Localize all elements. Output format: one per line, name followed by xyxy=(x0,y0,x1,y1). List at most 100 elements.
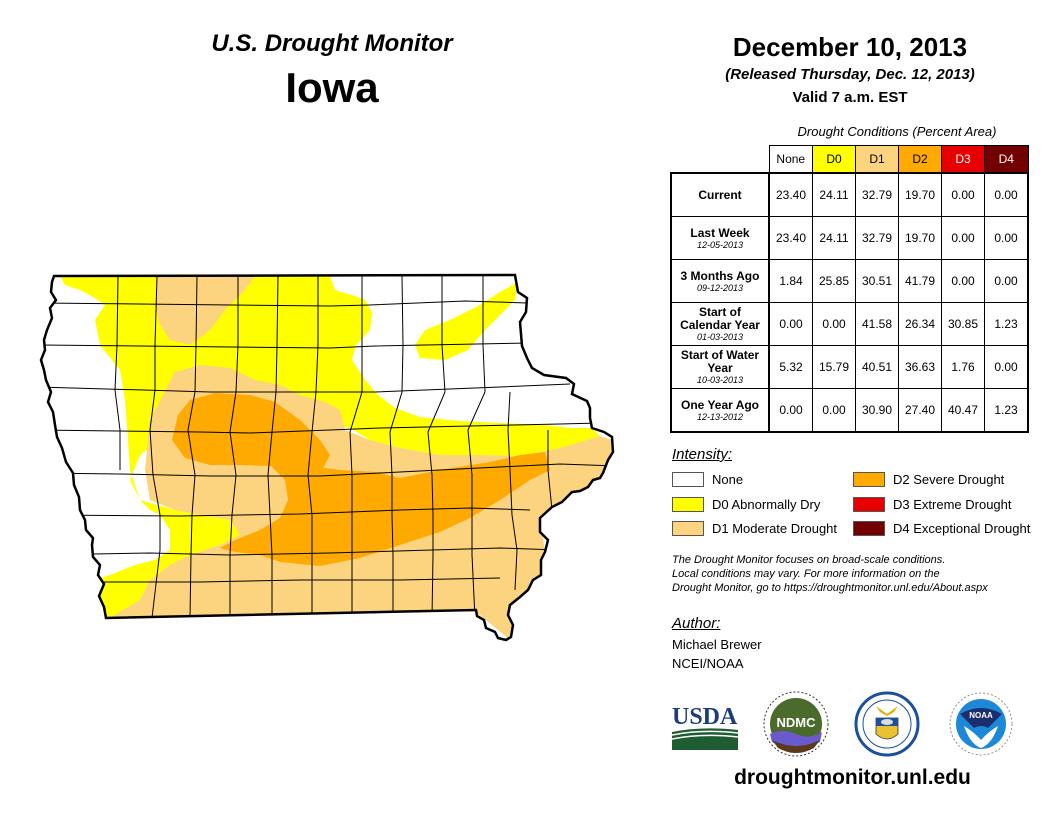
row-label: Current xyxy=(670,172,770,217)
table-cell: 19.70 xyxy=(898,216,942,260)
table-cell: 1.23 xyxy=(984,302,1029,346)
legend-title: Intensity: xyxy=(672,446,733,463)
table-header-row: None D0 D1 D2 D3 D4 xyxy=(671,145,1029,174)
partner-logos: USDA NDMC NOAA xyxy=(668,690,1040,758)
table-cell: 0.00 xyxy=(812,302,856,346)
author-name: Michael Brewer xyxy=(672,637,762,652)
row-label: One Year Ago 12-13-2012 xyxy=(670,388,770,433)
d2-zone-main xyxy=(220,452,550,566)
note-line: The Drought Monitor focuses on broad-sca… xyxy=(672,554,946,566)
row-label-text: 3 Months Ago xyxy=(680,268,760,283)
table-cell: 30.85 xyxy=(941,302,985,346)
legend-swatch-d2 xyxy=(853,471,885,487)
county-col-line xyxy=(149,275,161,619)
legend-item-d0: D0 Abnormally Dry xyxy=(672,495,820,513)
table-row: Current 23.40 24.11 32.79 19.70 0.00 0.0… xyxy=(670,172,1029,217)
table-cell: 0.00 xyxy=(984,216,1029,260)
table-cell: 32.79 xyxy=(855,172,899,217)
county-col-line xyxy=(507,391,518,591)
row-date: 01-03-2013 xyxy=(696,332,744,342)
row-date: 10-03-2013 xyxy=(696,375,744,385)
drought-conditions-table: None D0 D1 D2 D3 D4 Current 23.40 24.11 … xyxy=(670,145,1029,433)
table-cell: 41.79 xyxy=(898,259,942,303)
note-line: Drought Monitor, go to https://droughtmo… xyxy=(672,582,988,594)
row-date: 12-13-2012 xyxy=(696,411,744,422)
legend-label: D4 Exceptional Drought xyxy=(893,520,1031,536)
table-caption: Drought Conditions (Percent Area) xyxy=(797,124,997,139)
table-cell: 24.11 xyxy=(812,172,856,217)
legend-label: D1 Moderate Drought xyxy=(712,520,838,536)
county-col-line xyxy=(349,276,363,618)
county-col-line xyxy=(229,276,239,618)
drought-zones xyxy=(60,276,613,640)
legend-swatch-none xyxy=(672,471,704,487)
note-line: Local conditions may vary. For more info… xyxy=(672,568,940,580)
county-col-line xyxy=(389,275,404,618)
usda-logo-icon: USDA xyxy=(672,704,738,750)
county-row-line xyxy=(41,383,571,393)
column-header-d2: D2 xyxy=(898,145,942,174)
table-cell: 1.23 xyxy=(984,388,1029,433)
legend-swatch-d1 xyxy=(672,520,704,536)
legend-swatch-d3 xyxy=(853,496,885,512)
table-row: Start of Water Year 10-03-2013 5.32 15.79… xyxy=(670,345,1029,389)
column-header-d1: D1 xyxy=(855,145,899,174)
table-row: Last Week 12-05-2013 23.40 24.11 32.79 19… xyxy=(670,216,1029,260)
county-col-line xyxy=(427,276,446,619)
table-cell: 5.32 xyxy=(768,345,813,389)
table-cell: 0.00 xyxy=(984,259,1029,303)
ndmc-logo-icon: NDMC xyxy=(763,691,829,757)
county-row-line xyxy=(41,300,528,307)
table-cell: 25.85 xyxy=(812,259,856,303)
county-row-line xyxy=(41,577,501,583)
table-cell: 26.34 xyxy=(898,302,942,346)
table-cell: 19.70 xyxy=(898,172,942,217)
ndmc-logo-text: NDMC xyxy=(777,715,817,730)
table-cell: 23.40 xyxy=(768,172,813,217)
column-header-d3: D3 xyxy=(941,145,985,174)
table-cell: 40.47 xyxy=(941,388,985,433)
column-header-none: None xyxy=(768,145,813,174)
disclaimer-note: The Drought Monitor focuses on broad-sca… xyxy=(672,553,1052,595)
row-label: Start of Calendar Year 01-03-2013 xyxy=(670,302,770,346)
table-row: 3 Months Ago 09-12-2013 1.84 25.85 30.51 … xyxy=(670,259,1029,303)
table-cell: 27.40 xyxy=(898,388,942,433)
legend-item-d1: D1 Moderate Drought xyxy=(672,519,837,537)
table-cell: 32.79 xyxy=(855,216,899,260)
table-cell: 0.00 xyxy=(984,172,1029,217)
usda-logo-text: USDA xyxy=(672,704,738,730)
legend-item-none: None xyxy=(672,470,743,488)
county-col-line xyxy=(547,430,553,511)
drought-map xyxy=(39,273,615,642)
row-label-text: Start of Calendar Year xyxy=(680,305,760,332)
county-lines xyxy=(41,275,613,619)
noaa-logo-icon: NOAA xyxy=(949,692,1013,756)
table-cell: 1.76 xyxy=(941,345,985,389)
table-cell: 0.00 xyxy=(941,172,985,217)
legend-label: D2 Severe Drought xyxy=(893,471,1005,487)
legend-item-d3: D3 Extreme Drought xyxy=(853,495,1012,513)
table-cell: 36.63 xyxy=(898,345,942,389)
table-cell: 0.00 xyxy=(768,388,813,433)
column-header-d4: D4 xyxy=(984,145,1029,174)
row-label-text: One Year Ago xyxy=(680,397,760,412)
county-col-line xyxy=(187,275,198,619)
d0-zone-north xyxy=(60,276,600,618)
table-cell: 24.11 xyxy=(812,216,856,260)
site-url[interactable]: droughtmonitor.unl.edu xyxy=(734,766,971,789)
table-cell: 0.00 xyxy=(984,345,1029,389)
noaa-logo-text: NOAA xyxy=(969,711,993,720)
county-row-line xyxy=(41,507,531,517)
table-cell: 15.79 xyxy=(812,345,856,389)
author-label: Author: xyxy=(672,615,721,632)
county-row-line xyxy=(41,547,561,556)
row-label: Last Week 12-05-2013 xyxy=(670,216,770,260)
author-org: NCEI/NOAA xyxy=(672,656,744,671)
table-cell: 41.58 xyxy=(855,302,899,346)
row-date: 09-12-2013 xyxy=(696,282,744,293)
table-cell: 0.00 xyxy=(941,259,985,303)
county-row-line xyxy=(41,342,531,349)
table-cell: 40.51 xyxy=(855,345,899,389)
table-cell: 0.00 xyxy=(768,302,813,346)
intensity-legend: None D0 Abnormally Dry D1 Moderate Droug… xyxy=(672,470,1042,540)
